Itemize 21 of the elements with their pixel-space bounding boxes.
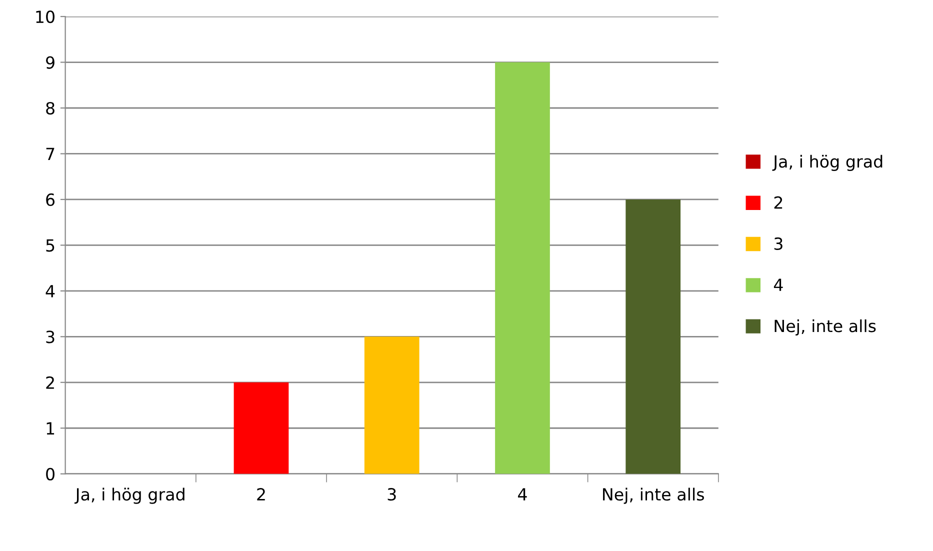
y-tick-label: 2: [46, 376, 54, 389]
x-tick-label: 4: [518, 488, 527, 500]
x-tick-label: 3: [388, 488, 396, 501]
y-tick-label: 1: [46, 422, 54, 434]
y-tick-label: 3: [46, 330, 54, 344]
y-tick-label: 6: [46, 193, 55, 206]
legend-label: Nej, inte alls: [774, 319, 876, 336]
x-tick-label: 2: [257, 488, 265, 500]
y-tick-label: 9: [46, 56, 54, 69]
y-tick-label: 0: [46, 468, 54, 480]
y-tick-label: 7: [46, 148, 54, 160]
legend-label: 4: [774, 278, 783, 291]
legend-label: 3: [774, 237, 782, 250]
y-tick-label: 10: [36, 10, 54, 24]
legend-label: 2: [774, 196, 782, 209]
y-tick-label: 4: [46, 285, 55, 298]
x-tick-label: Ja, i hög grad: [74, 488, 184, 504]
y-tick-label: 5: [46, 239, 54, 252]
y-tick-label: 8: [46, 102, 54, 115]
legend-label: Ja, i hög grad: [772, 154, 882, 171]
x-tick-label: Nej, inte alls: [603, 488, 704, 504]
